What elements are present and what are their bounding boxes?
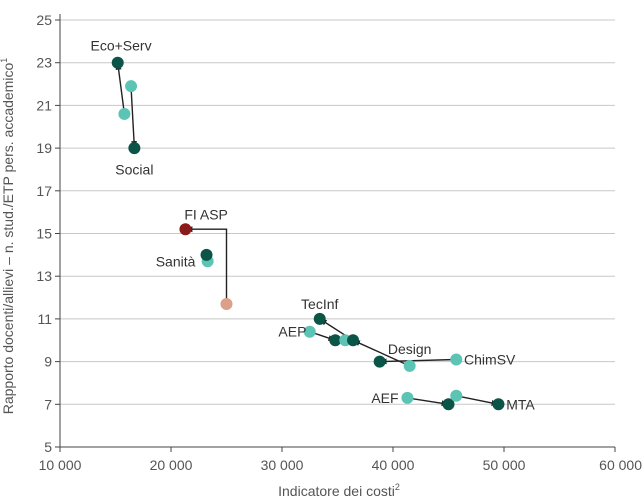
data-point-chimsv-dark: [373, 355, 386, 368]
arrow-connector: [130, 86, 138, 149]
data-point-ecoserv-dark: [111, 56, 124, 69]
point-label: AEF: [371, 390, 398, 406]
arrow-layer: [115, 62, 499, 407]
data-point-design-light: [403, 359, 416, 372]
x-tick-label: 60 000: [599, 457, 642, 473]
data-point-mta-light: [450, 389, 463, 402]
x-axis-title-sup: 2: [395, 482, 400, 492]
point-label: Social: [115, 161, 153, 177]
grid-layer: [60, 19, 615, 405]
y-axis-title: Rapporto docenti/allievi – n. stud./ETP …: [0, 58, 16, 415]
data-point-aep-light: [303, 325, 316, 338]
y-tick-label: 13: [36, 268, 52, 284]
data-point-design-dark: [347, 334, 360, 347]
label-layer: Eco+Serv Social FI ASP Sanità TecInf AEP Desig…: [91, 38, 536, 413]
x-tick-label: 30 000: [261, 457, 304, 473]
data-point-tecinf-dark: [313, 312, 326, 325]
arrow-connector: [115, 62, 126, 114]
arrow-connector: [185, 226, 228, 304]
axis-layer: 5 7 9 11 13 15 17 19 21 23 25 10 000 20 000 30 000 40 …: [36, 12, 642, 473]
y-tick-label: 19: [36, 140, 52, 156]
data-point-aep-dark: [329, 334, 342, 347]
x-tick-label: 20 000: [150, 457, 193, 473]
x-tick-label: 50 000: [483, 457, 526, 473]
x-tick-label: 40 000: [372, 457, 415, 473]
data-point-ecoserv-light-b: [125, 80, 138, 93]
y-tick-label: 25: [36, 12, 52, 28]
point-layer: [111, 56, 505, 411]
point-label: FI ASP: [184, 206, 228, 222]
data-point-aef-light: [401, 391, 414, 404]
data-point-sanita-dark: [200, 248, 213, 261]
data-point-ecoserv-light-a: [118, 107, 131, 120]
y-tick-label: 11: [37, 311, 52, 327]
data-point-social-dark: [128, 142, 141, 155]
x-tick-label: 10 000: [39, 457, 82, 473]
y-tick-label: 21: [36, 97, 52, 113]
data-point-aef-dark: [442, 398, 455, 411]
y-tick-label: 17: [36, 183, 52, 199]
point-label: TecInf: [301, 296, 338, 312]
point-label: Sanità: [156, 253, 196, 269]
y-tick-label: 9: [44, 354, 52, 370]
y-tick-label: 23: [36, 55, 52, 71]
point-label: AEP: [278, 324, 306, 340]
data-point-mta-dark: [492, 398, 505, 411]
point-label: Eco+Serv: [91, 38, 152, 54]
point-label: MTA: [506, 396, 535, 412]
y-tick-label: 15: [36, 226, 52, 242]
data-point-chimsv-light: [450, 353, 463, 366]
y-axis-title-sup: 1: [0, 58, 9, 63]
data-point-fiasp-salmon: [220, 297, 233, 310]
point-label: Design: [388, 341, 432, 357]
arrow-connector: [407, 397, 449, 407]
point-label: ChimSV: [464, 351, 516, 367]
arrow-connector: [456, 395, 499, 406]
data-point-fiasp-red: [179, 223, 192, 236]
y-tick-label: 7: [44, 396, 52, 412]
y-tick-label: 5: [44, 439, 52, 455]
arrow-connector: [379, 358, 457, 365]
x-axis-title: Indicatore dei costi2: [278, 482, 400, 499]
